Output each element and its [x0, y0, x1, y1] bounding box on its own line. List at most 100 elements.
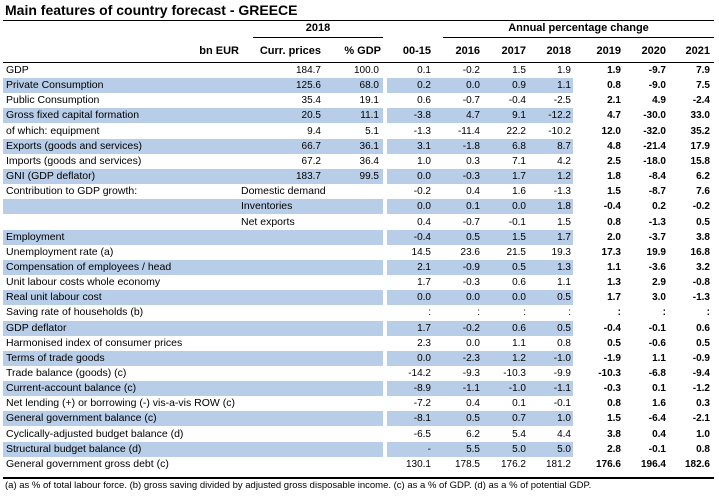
year-value: 0.8: [696, 443, 710, 455]
year-value: -: [427, 443, 431, 455]
year-value: -0.6: [648, 337, 666, 349]
year-value: -0.9: [692, 352, 710, 364]
year-value: 1.5: [607, 413, 621, 425]
footnote: (a) as % of total labour force. (b) gros…: [5, 480, 592, 491]
table-row: Imports (goods and services) 67.2 36.4 1.0 0…: [3, 154, 714, 169]
year-value: -0.9: [462, 261, 480, 273]
year-value: 0.8: [607, 398, 621, 410]
year-value: 4.4: [557, 428, 571, 440]
year-value: -8.9: [413, 383, 431, 395]
row-label: Unit labour costs whole economy: [6, 276, 161, 289]
year-value: 15.8: [690, 155, 710, 167]
row-label: Employment: [6, 230, 65, 243]
year-value: -0.1: [553, 398, 571, 410]
year-value: -1.9: [603, 352, 621, 364]
year-value: 6.2: [466, 428, 480, 440]
year-value: 4.9: [652, 95, 666, 107]
year-value: -7.2: [413, 398, 431, 410]
table-bottom-rule: [3, 477, 714, 479]
year-value: -0.2: [462, 65, 480, 76]
year-value: -6.4: [648, 413, 666, 425]
year-value: 0.4: [417, 216, 431, 228]
year-value: 1.7: [557, 231, 571, 243]
year-value: 0.1: [466, 201, 480, 213]
year-value: 6.8: [512, 140, 526, 152]
year-value: 3.8: [607, 428, 621, 440]
year-value: -0.4: [413, 231, 431, 243]
year-value: 1.2: [512, 352, 526, 364]
year-value: 1.8: [557, 201, 571, 213]
row-label: GDP deflator: [6, 321, 67, 334]
year-value: -10.3: [503, 368, 526, 379]
year-value: 0.6: [696, 322, 710, 334]
year-value: 7.9: [696, 65, 710, 76]
table-row: GNI (GDP deflator) 183.7 99.5 0.0 -0.3 1.7 1.2…: [3, 169, 714, 185]
table-row: Trade balance (goods) (c) -14.2 -9.3 -10.3 -…: [3, 366, 714, 381]
table-row: General government gross debt (c) 130.1 17…: [3, 457, 714, 472]
year-value: -3.8: [413, 110, 431, 122]
year-value: 0.5: [466, 231, 480, 243]
row-band: [3, 381, 383, 397]
year-value: 0.1: [652, 383, 666, 395]
year-value: -9.7: [648, 65, 666, 76]
year-value: -1.3: [413, 125, 431, 137]
year-value: 0.4: [652, 428, 666, 440]
year-value: 182.6: [684, 458, 710, 470]
table-row: Terms of trade goods 0.0 -2.3 1.2 -1.0 -1.9 1.…: [3, 350, 714, 366]
row-band: [3, 411, 383, 427]
year-value: 1.0: [557, 413, 571, 425]
year-value: 0.6: [512, 277, 526, 289]
year-value: 4.7: [607, 110, 621, 122]
year-value: 9.1: [512, 110, 526, 122]
row-label: GNI (GDP deflator): [6, 170, 96, 183]
table-row: Gross fixed capital formation 20.5 11.1 -3.…: [3, 108, 714, 124]
year-value: -0.1: [648, 322, 666, 334]
row-sublabel: Net exports: [241, 215, 295, 228]
year-value: -10.3: [598, 368, 621, 379]
row-label: Saving rate of households (b): [6, 306, 144, 319]
pct-gdp-value: 19.1: [359, 95, 379, 107]
year-value: 0.0: [466, 292, 480, 304]
row-band: [387, 259, 573, 275]
row-band: [387, 108, 573, 124]
year-value: -0.4: [603, 201, 621, 213]
year-value: 3.2: [696, 261, 710, 273]
table-row: Structural budget balance (d) - 5.5 5.0 5.0 2…: [3, 441, 714, 457]
year-value: 1.3: [557, 261, 571, 273]
year-value: 0.0: [466, 80, 480, 92]
row-label: Trade balance (goods) (c): [6, 367, 127, 379]
year-value: 0.5: [557, 322, 571, 334]
table-row: GDP 184.7 100.0 0.1 -0.2 1.5 1.9 1.9 -9.7 7.9: [3, 63, 714, 78]
row-label: Net lending (+) or borrowing (-) vis-a-v…: [6, 397, 236, 410]
year-value: -1.1: [553, 383, 571, 395]
year-value: -1.1: [462, 383, 480, 395]
year-value: 1.0: [417, 155, 431, 167]
year-value: 0.4: [466, 186, 480, 198]
row-band: [3, 350, 383, 366]
table-row: Real unit labour cost 0.0 0.0 0.0 0.5 1.7 3.0 -…: [3, 290, 714, 306]
table-row: Employment -0.4 0.5 1.5 1.7 2.0 -3.7 3.8: [3, 229, 714, 245]
year-value: 0.5: [607, 337, 621, 349]
year-value: 176.6: [595, 458, 621, 470]
year-value: -8.1: [413, 413, 431, 425]
year-value: 1.9: [607, 65, 621, 76]
year-value: :: [477, 307, 480, 319]
header-year-2017: 2017: [501, 45, 526, 57]
table-row: Unemployment rate (a) 14.5 23.6 21.5 19.3 17.…: [3, 245, 714, 260]
year-value: -1.8: [462, 140, 480, 152]
year-value: 0.8: [607, 216, 621, 228]
year-value: 196.4: [640, 458, 666, 470]
table-row: Net exports 0.4 -0.7 -0.1 1.5 0.8 -1.3 0.5: [3, 215, 714, 230]
row-band: [387, 229, 573, 245]
year-value: :: [617, 307, 621, 319]
header-annual-rule: [443, 37, 714, 38]
year-value: 2.0: [607, 231, 621, 243]
year-value: 5.0: [557, 443, 571, 455]
pct-gdp-value: 36.4: [359, 155, 379, 167]
year-value: 0.8: [607, 80, 621, 92]
year-value: -0.4: [508, 95, 526, 107]
year-value: 1.8: [607, 171, 621, 183]
year-value: :: [706, 307, 710, 319]
year-value: 2.1: [607, 95, 621, 107]
table-row: Exports (goods and services) 66.7 36.1 3.1 -…: [3, 138, 714, 154]
